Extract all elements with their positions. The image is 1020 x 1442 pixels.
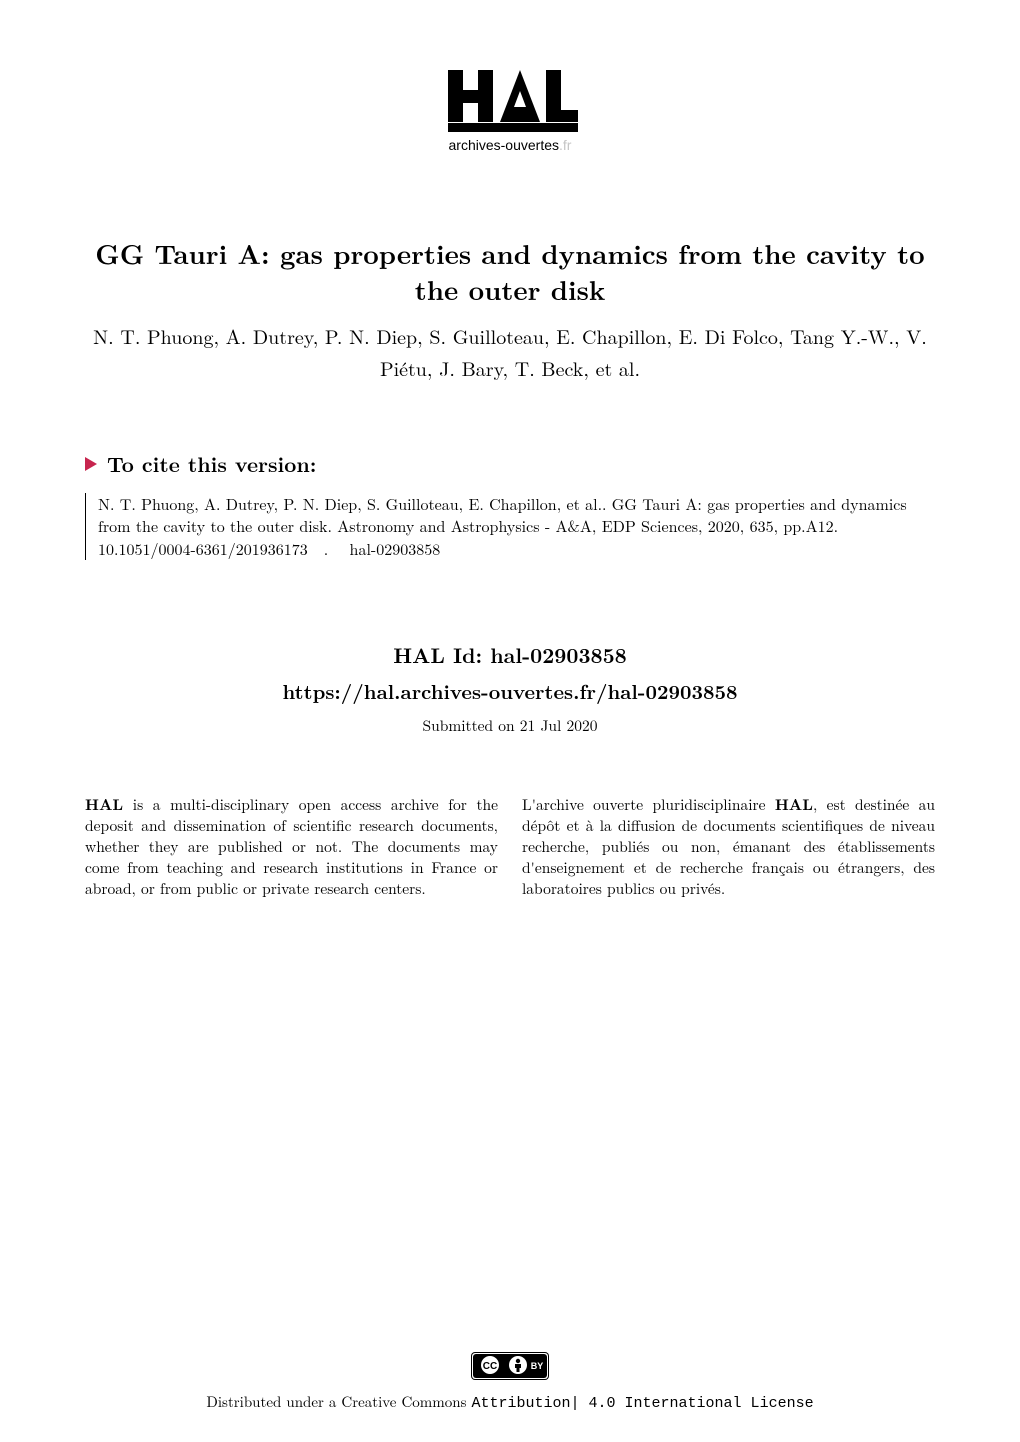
svg-text:BY: BY xyxy=(531,1361,544,1371)
hal-url[interactable]: https://hal.archives-ouvertes.fr/hal-029… xyxy=(85,676,935,705)
paper-title: GG Tauri A: gas properties and dynamics … xyxy=(85,235,935,308)
description-english: HAL is a multi-disciplinary open access … xyxy=(85,794,498,900)
hal-logo-section: archives-ouvertes.fr xyxy=(85,60,935,160)
license-section: CC BY Distributed under a Creative Commo… xyxy=(85,1352,935,1412)
citation-box: N. T. Phuong, A. Dutrey, P. N. Diep, S. … xyxy=(85,493,935,560)
paper-authors: N. T. Phuong, A. Dutrey, P. N. Diep, S. … xyxy=(85,320,935,384)
license-link[interactable]: Attribution| 4.0 International License xyxy=(472,1395,814,1412)
svg-text:CC: CC xyxy=(483,1361,497,1372)
description-section: HAL is a multi-disciplinary open access … xyxy=(85,794,935,900)
cite-triangle-icon xyxy=(85,457,97,471)
description-fr-prefix: L'archive ouverte pluridisciplinaire xyxy=(522,794,775,815)
description-french: L'archive ouverte pluridisciplinaire HAL… xyxy=(522,794,935,900)
hal-cover-page: archives-ouvertes.fr GG Tauri A: gas pro… xyxy=(0,0,1020,1442)
hal-strong-en: HAL xyxy=(85,792,123,815)
license-prefix: Distributed under a Creative Commons xyxy=(206,1391,471,1412)
cite-header-text: To cite this version: xyxy=(107,449,316,479)
hal-id-label: HAL Id: hal-02903858 xyxy=(85,640,935,670)
svg-text:archives-ouvertes.fr: archives-ouvertes.fr xyxy=(449,137,572,153)
license-text: Distributed under a Creative Commons Att… xyxy=(85,1391,935,1412)
cc-by-icon: CC BY xyxy=(471,1352,549,1385)
title-section: GG Tauri A: gas properties and dynamics … xyxy=(85,235,935,384)
hal-strong-fr: HAL xyxy=(775,792,813,815)
hal-logo: archives-ouvertes.fr xyxy=(440,60,580,160)
hal-logo-svg: archives-ouvertes.fr xyxy=(440,60,580,155)
hal-id-section: HAL Id: hal-02903858 https://hal.archive… xyxy=(85,640,935,736)
cite-section: To cite this version: N. T. Phuong, A. D… xyxy=(85,449,935,560)
cite-header: To cite this version: xyxy=(85,449,935,479)
submitted-date: Submitted on 21 Jul 2020 xyxy=(85,715,935,736)
description-en-text: is a multi-disciplinary open access arch… xyxy=(85,794,498,899)
citation-text: N. T. Phuong, A. Dutrey, P. N. Diep, S. … xyxy=(98,492,907,560)
